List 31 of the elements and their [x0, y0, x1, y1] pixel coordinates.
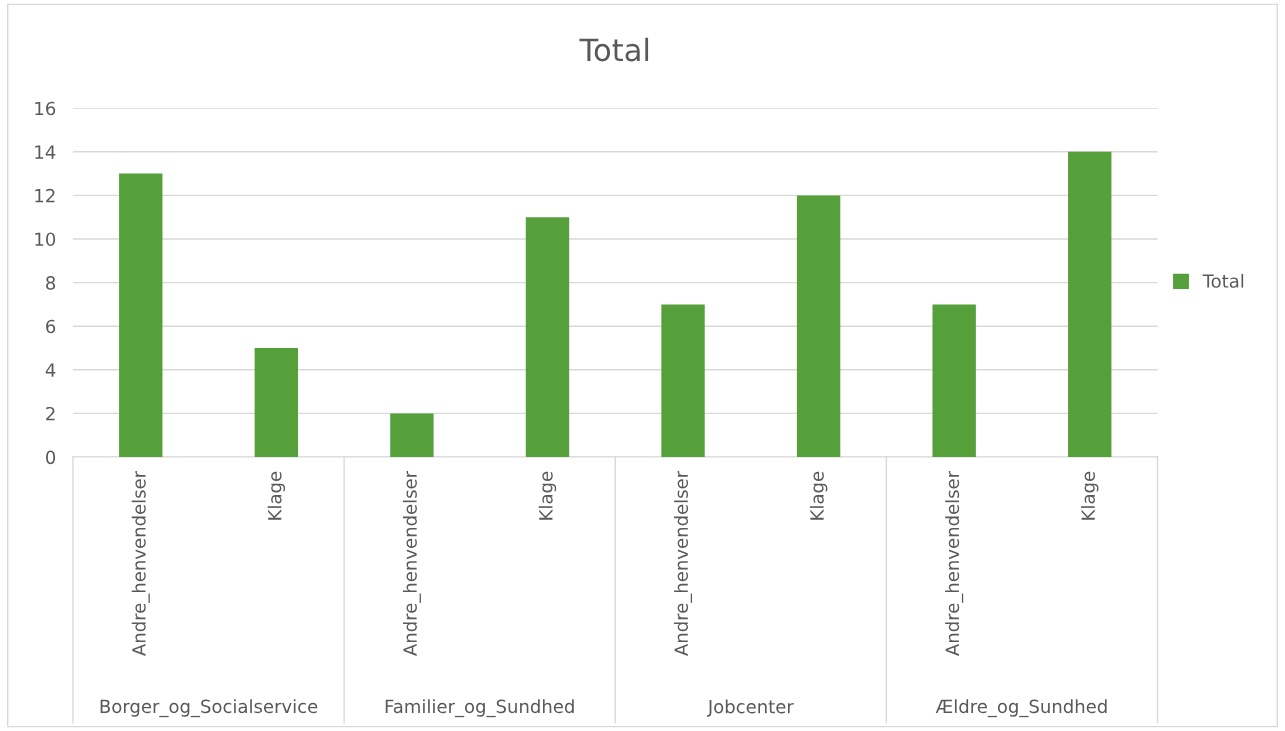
y-tick-label: 2: [46, 406, 55, 421]
y-tick-label: 14: [35, 145, 56, 159]
x-tick-label: Klage: [809, 471, 828, 520]
y-tick-label: 12: [35, 188, 55, 203]
bar: [1068, 151, 1112, 458]
bar: [796, 195, 841, 458]
y-tick-label: 16: [35, 101, 56, 116]
y-tick-label: 8: [46, 276, 56, 290]
bar: [661, 304, 705, 458]
x-tick-label: Andre_henvendelser: [674, 470, 693, 656]
bar: [525, 217, 570, 458]
y-tick-label: 0: [46, 450, 56, 465]
y-tick-label: 6: [46, 319, 56, 334]
text: Jobcenter: [706, 699, 794, 717]
x-tick-label: Andre_henvendelser: [402, 470, 421, 656]
y-tick-label: 4: [45, 363, 56, 377]
x-tick-label: Klage: [1081, 471, 1099, 520]
legend-label: Total: [1202, 273, 1244, 288]
x-tick-label: Andre_henvendelser: [945, 470, 964, 656]
text: Borger_og_Socialservice: [100, 699, 318, 718]
chart-title: Total: [579, 37, 649, 62]
y-tick-label: 10: [35, 232, 56, 247]
bar: [932, 304, 976, 458]
bar: [119, 173, 163, 458]
text: Familier_og_Sundhed: [385, 699, 574, 718]
text: Ældre_og_Sundhed: [935, 699, 1107, 718]
bar: [254, 348, 299, 458]
bar: [390, 413, 434, 458]
x-tick-label: Klage: [538, 471, 557, 520]
x-tick-label: Andre_henvendelser: [131, 470, 150, 656]
x-tick-label: Klage: [267, 471, 286, 520]
